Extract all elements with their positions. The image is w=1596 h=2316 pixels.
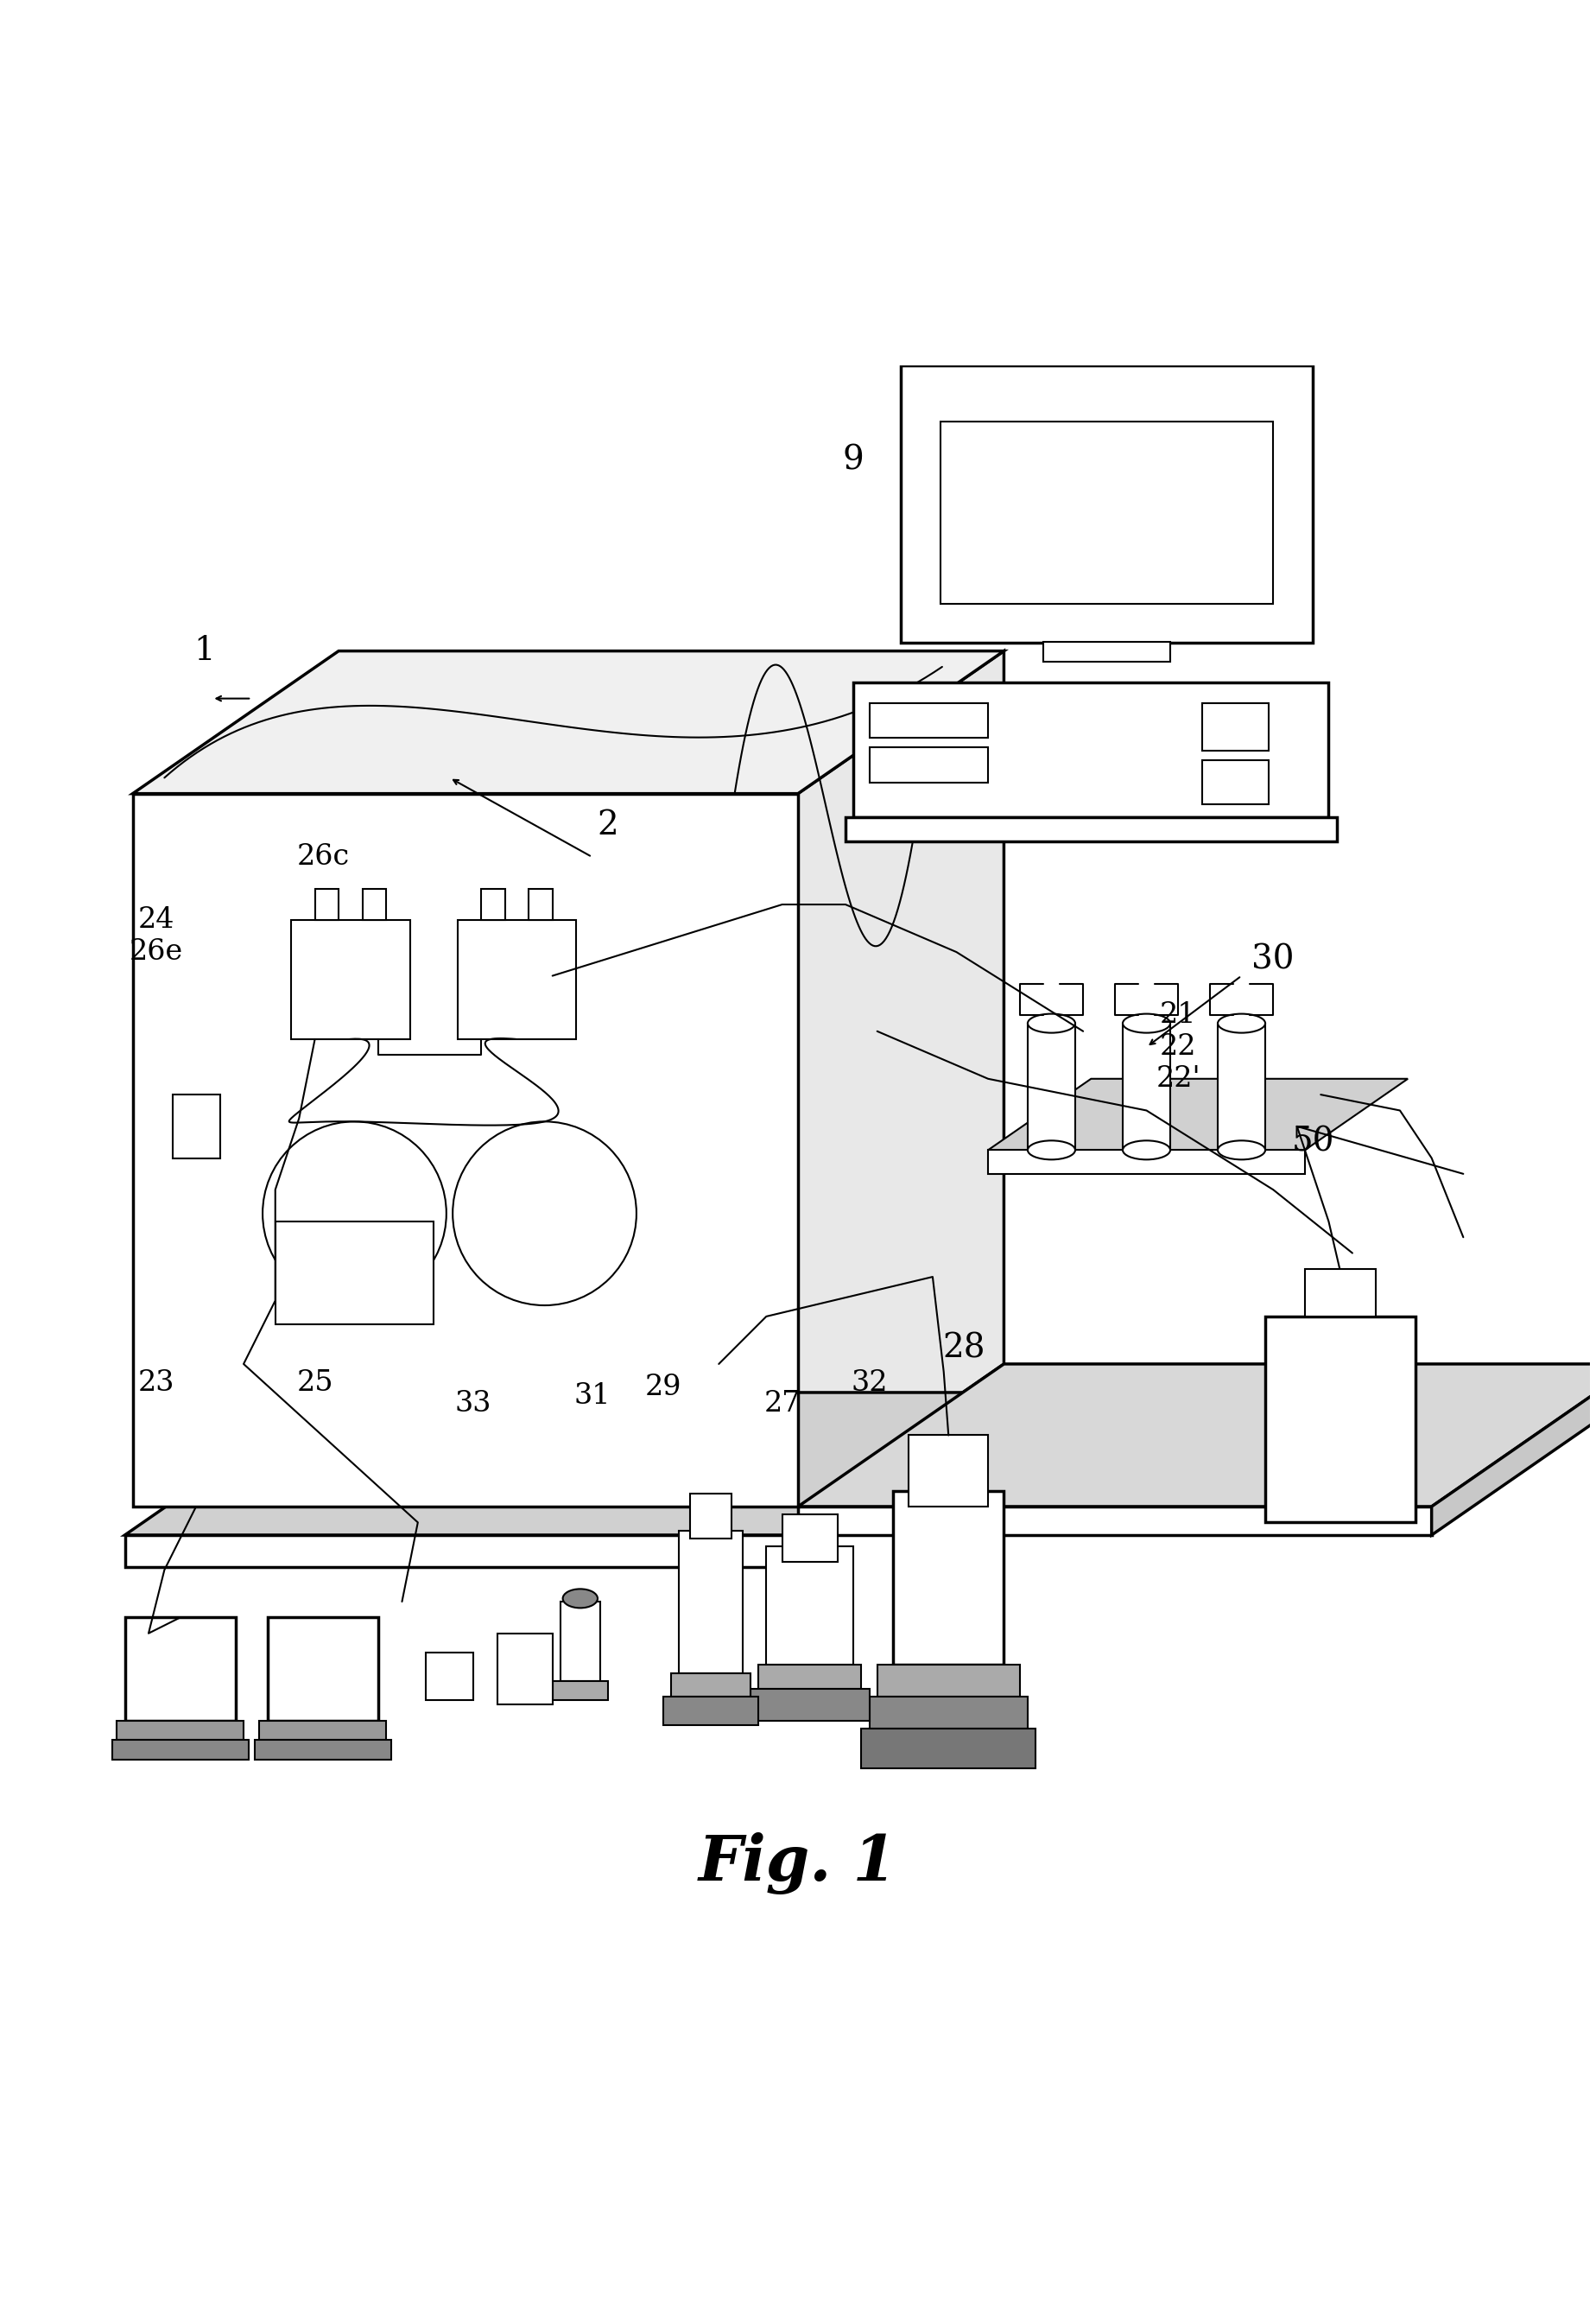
Text: 21: 21 [1160, 1001, 1197, 1028]
Text: 22': 22' [1156, 1065, 1200, 1093]
Polygon shape [124, 1392, 1012, 1536]
Ellipse shape [453, 1121, 637, 1306]
Bar [1218, 1024, 1266, 1151]
Text: 26e: 26e [129, 938, 184, 966]
Bar [870, 1698, 1028, 1728]
Text: 24: 24 [139, 906, 176, 933]
Bar [314, 889, 338, 919]
Bar [112, 1739, 249, 1760]
Bar [124, 1536, 806, 1568]
Text: 26c: 26c [297, 843, 350, 871]
Text: Fig. 1: Fig. 1 [699, 1832, 897, 1894]
Bar [894, 1492, 1004, 1665]
Text: 28: 28 [943, 1332, 986, 1364]
Bar [255, 1739, 391, 1760]
Bar [862, 1728, 1036, 1767]
Bar [750, 1688, 870, 1721]
Text: 23: 23 [139, 1369, 176, 1397]
Bar [988, 1151, 1306, 1174]
Ellipse shape [1122, 1139, 1170, 1160]
Text: 1: 1 [193, 635, 214, 667]
Bar [552, 1681, 608, 1700]
Ellipse shape [563, 1589, 597, 1607]
Polygon shape [1432, 1364, 1596, 1536]
Bar [482, 889, 504, 919]
Bar [260, 1721, 386, 1739]
Ellipse shape [1122, 1014, 1170, 1033]
Bar [940, 422, 1274, 604]
Bar [854, 683, 1328, 818]
Bar [362, 889, 386, 919]
Bar [426, 1651, 474, 1700]
Bar [878, 1665, 1020, 1698]
Text: 27: 27 [764, 1390, 801, 1417]
Bar [846, 818, 1336, 841]
Bar [766, 1547, 854, 1665]
Bar [124, 1617, 236, 1721]
Text: 31: 31 [573, 1383, 610, 1410]
Bar [870, 748, 988, 783]
Bar [672, 1672, 750, 1698]
Text: 30: 30 [1251, 945, 1294, 975]
Bar [528, 889, 552, 919]
Bar [290, 919, 410, 1040]
Text: 9: 9 [843, 445, 863, 477]
Bar [275, 1221, 434, 1325]
Bar [496, 1633, 552, 1705]
Text: 22: 22 [1160, 1033, 1197, 1061]
Bar [1122, 1024, 1170, 1151]
Polygon shape [798, 1364, 1596, 1508]
Bar [798, 1508, 1432, 1536]
Bar [132, 794, 798, 1508]
Bar [1306, 1269, 1376, 1315]
Text: 29: 29 [645, 1373, 681, 1401]
Bar [902, 366, 1314, 644]
Bar [1266, 1315, 1416, 1522]
Bar [782, 1515, 838, 1561]
Bar [1202, 704, 1269, 750]
Bar [758, 1665, 862, 1688]
Ellipse shape [1218, 1014, 1266, 1033]
Bar [870, 704, 988, 739]
Bar [1044, 642, 1170, 662]
Bar [172, 1095, 220, 1158]
Polygon shape [132, 651, 1004, 794]
Text: 50: 50 [1291, 1126, 1334, 1158]
Ellipse shape [1028, 1014, 1076, 1033]
Bar [680, 1531, 742, 1672]
Bar [117, 1721, 244, 1739]
Bar [560, 1603, 600, 1681]
Polygon shape [988, 1079, 1408, 1151]
Text: 2: 2 [597, 808, 619, 841]
Text: 25: 25 [297, 1369, 334, 1397]
Ellipse shape [1028, 1139, 1076, 1160]
Bar [268, 1617, 378, 1721]
Text: 32: 32 [851, 1369, 887, 1397]
Bar [664, 1698, 758, 1725]
Ellipse shape [263, 1121, 447, 1306]
Bar [458, 919, 576, 1040]
Ellipse shape [1218, 1139, 1266, 1160]
Polygon shape [798, 651, 1004, 1508]
Bar [908, 1436, 988, 1508]
Bar [691, 1494, 731, 1538]
Text: 33: 33 [455, 1390, 492, 1417]
Bar [1202, 760, 1269, 804]
Bar [1028, 1024, 1076, 1151]
